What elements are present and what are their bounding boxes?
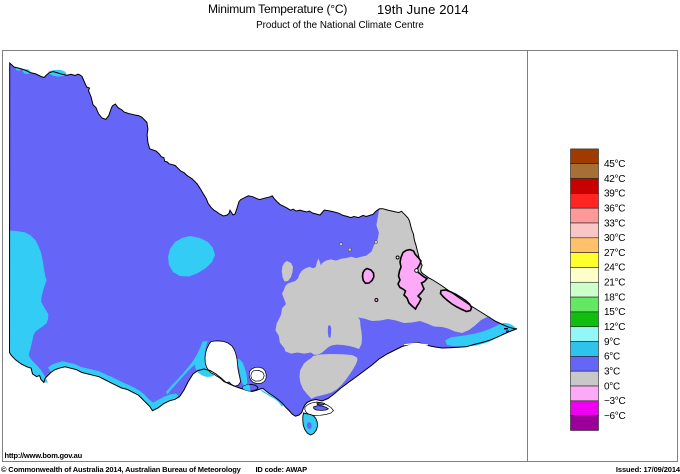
svg-text:18°C: 18°C [604, 292, 625, 303]
svg-text:12°C: 12°C [604, 322, 625, 333]
svg-text:−6°C: −6°C [604, 411, 626, 422]
svg-text:9°C: 9°C [604, 337, 620, 348]
svg-text:27°C: 27°C [604, 248, 625, 259]
svg-text:21°C: 21°C [604, 278, 625, 289]
svg-text:24°C: 24°C [604, 263, 625, 274]
svg-text:3°C: 3°C [604, 366, 620, 377]
svg-text:33°C: 33°C [604, 218, 625, 229]
svg-text:45°C: 45°C [604, 159, 625, 170]
svg-text:30°C: 30°C [604, 233, 625, 244]
svg-text:0°C: 0°C [604, 381, 620, 392]
svg-text:36°C: 36°C [604, 203, 625, 214]
svg-text:15°C: 15°C [604, 307, 625, 318]
svg-text:39°C: 39°C [604, 189, 625, 200]
svg-text:−3°C: −3°C [604, 396, 626, 407]
svg-text:42°C: 42°C [604, 174, 625, 185]
svg-text:6°C: 6°C [604, 352, 620, 363]
